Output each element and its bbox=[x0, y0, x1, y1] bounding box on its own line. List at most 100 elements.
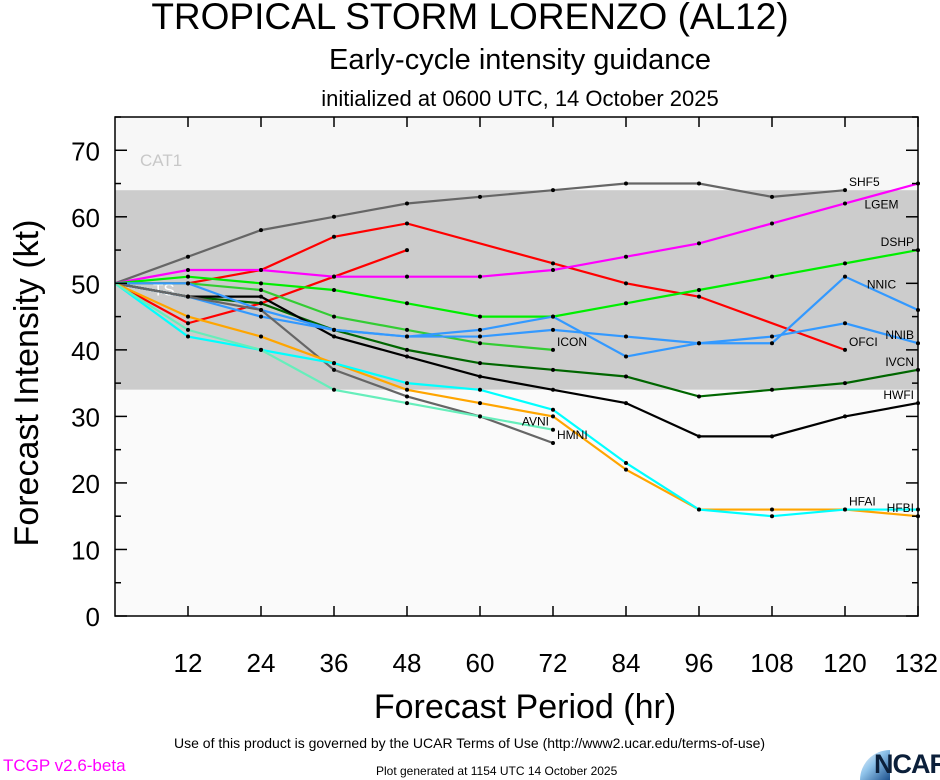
data-point bbox=[551, 327, 555, 332]
data-point bbox=[259, 301, 263, 306]
data-point bbox=[697, 507, 701, 512]
data-point bbox=[843, 381, 847, 386]
series-label: IVCN bbox=[885, 355, 914, 369]
series-line-ivcn bbox=[114, 282, 919, 398]
data-point bbox=[332, 334, 336, 339]
data-point bbox=[478, 334, 482, 339]
data-point bbox=[478, 274, 482, 279]
series-line-nnib bbox=[114, 282, 919, 345]
y-tick-label: 60 bbox=[71, 203, 100, 233]
data-point bbox=[478, 401, 482, 406]
chart-title: TROPICAL STORM LORENZO (AL12) bbox=[151, 0, 789, 37]
y-tick-label: 10 bbox=[71, 535, 100, 565]
x-tick-label: 96 bbox=[685, 648, 714, 678]
data-point bbox=[405, 201, 409, 206]
y-tick-label: 0 bbox=[86, 602, 100, 632]
series-label: HWFI bbox=[883, 388, 914, 402]
data-point bbox=[186, 274, 190, 279]
data-point bbox=[697, 341, 701, 346]
x-tick-label: 132 bbox=[895, 648, 938, 678]
data-point bbox=[332, 234, 336, 239]
band-label: TS bbox=[153, 280, 175, 299]
data-point bbox=[770, 334, 774, 339]
data-point bbox=[259, 228, 263, 233]
data-point bbox=[697, 434, 701, 439]
y-tick-label: 50 bbox=[71, 269, 100, 299]
data-point bbox=[551, 347, 555, 352]
data-point bbox=[332, 214, 336, 219]
data-point bbox=[259, 334, 263, 339]
data-point bbox=[551, 188, 555, 193]
data-point bbox=[186, 268, 190, 273]
data-point bbox=[478, 414, 482, 419]
data-point bbox=[551, 414, 555, 419]
x-tick-label: 48 bbox=[393, 648, 422, 678]
x-tick-label: 36 bbox=[320, 648, 349, 678]
intensity-band bbox=[115, 190, 918, 390]
plot-frame bbox=[114, 116, 919, 617]
data-point bbox=[405, 274, 409, 279]
data-point bbox=[843, 347, 847, 352]
series-label: OFCI bbox=[849, 335, 878, 349]
generated-timestamp: Plot generated at 1154 UTC 14 October 20… bbox=[376, 764, 618, 778]
series-line-hwfi bbox=[114, 282, 919, 438]
data-point bbox=[697, 241, 701, 246]
terms-of-use-text: Use of this product is governed by the U… bbox=[174, 735, 766, 751]
data-point bbox=[405, 327, 409, 332]
data-point bbox=[259, 307, 263, 312]
data-point bbox=[624, 181, 628, 186]
version-label: TCGP v2.6-beta bbox=[3, 756, 126, 775]
chart-subtitle-init: initialized at 0600 UTC, 14 October 2025 bbox=[321, 86, 719, 111]
series-label: SHF5 bbox=[849, 175, 880, 189]
data-point bbox=[405, 221, 409, 226]
data-point bbox=[332, 361, 336, 366]
data-point bbox=[624, 254, 628, 259]
data-point bbox=[624, 281, 628, 286]
data-point bbox=[770, 434, 774, 439]
data-point bbox=[551, 314, 555, 319]
data-point bbox=[332, 287, 336, 292]
series-label: NNIB bbox=[885, 328, 914, 342]
data-point bbox=[843, 507, 847, 512]
data-point bbox=[332, 387, 336, 392]
data-point bbox=[843, 414, 847, 419]
data-point bbox=[843, 188, 847, 193]
y-tick-label: 40 bbox=[71, 336, 100, 366]
data-point bbox=[770, 387, 774, 392]
data-point bbox=[843, 261, 847, 266]
data-point bbox=[405, 347, 409, 352]
data-point bbox=[551, 387, 555, 392]
data-point bbox=[697, 394, 701, 399]
data-point bbox=[186, 294, 190, 299]
band-label: CAT1 bbox=[140, 151, 182, 170]
intensity-band bbox=[115, 117, 918, 191]
data-point bbox=[405, 354, 409, 359]
series-label: HFAI bbox=[849, 495, 876, 509]
data-point bbox=[624, 354, 628, 359]
x-tick-label: 60 bbox=[466, 648, 495, 678]
data-point bbox=[478, 314, 482, 319]
series-line-nnic bbox=[115, 275, 919, 358]
series-line-lgem bbox=[114, 182, 919, 285]
y-axis-label: Forecast Intensity (kt) bbox=[8, 220, 46, 547]
data-point bbox=[478, 361, 482, 366]
data-point bbox=[186, 321, 190, 326]
data-point bbox=[770, 221, 774, 226]
data-point bbox=[697, 287, 701, 292]
data-point bbox=[405, 401, 409, 406]
y-tick-label: 20 bbox=[71, 469, 100, 499]
data-point bbox=[259, 281, 263, 286]
series-line-dshp bbox=[114, 248, 919, 318]
data-point bbox=[405, 301, 409, 306]
series-label: DSHP bbox=[881, 235, 914, 249]
data-point bbox=[551, 407, 555, 412]
data-point bbox=[332, 274, 336, 279]
data-point bbox=[332, 314, 336, 319]
data-point bbox=[697, 294, 701, 299]
x-tick-label: 120 bbox=[823, 648, 866, 678]
data-point bbox=[697, 181, 701, 186]
x-tick-label: 72 bbox=[539, 648, 568, 678]
data-point bbox=[843, 321, 847, 326]
data-point bbox=[259, 314, 263, 319]
